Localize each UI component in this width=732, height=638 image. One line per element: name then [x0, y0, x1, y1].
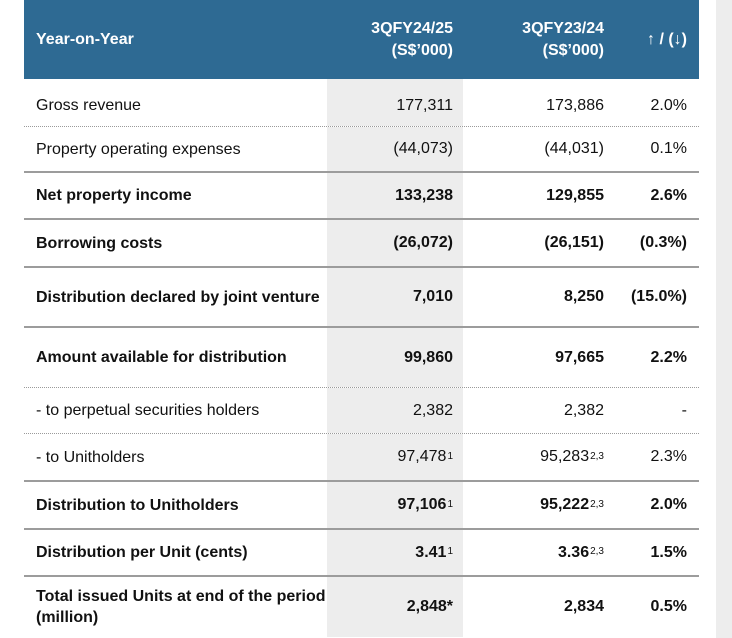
- row-change: 2.2%: [650, 348, 687, 366]
- row-change: 2.0%: [650, 496, 687, 513]
- row-prior: 129,855: [546, 186, 604, 204]
- row-label: Borrowing costs: [36, 234, 163, 252]
- header-label: Year-on-Year: [36, 30, 134, 48]
- year-on-year-table: Year-on-Year 3QFY24/25 (S$’000) 3QFY23/2…: [24, 0, 699, 637]
- row-label: Total issued Units at end of the period …: [36, 588, 326, 626]
- table-row: Property operating expenses (44,073) (44…: [24, 127, 699, 173]
- footnote-ref: 2,3: [590, 450, 604, 462]
- header-prior-line2: (S$’000): [542, 41, 604, 59]
- row-prior: 95,222 2,3: [540, 496, 604, 513]
- row-change: 2.3%: [650, 448, 687, 465]
- row-current: 97,106 1: [327, 482, 463, 528]
- row-label: Distribution per Unit (cents): [36, 544, 248, 561]
- table-row: Distribution to Unitholders 97,106 1 95,2…: [24, 482, 699, 530]
- footnote-ref: 1: [447, 498, 453, 510]
- row-current: 2,382: [327, 388, 463, 433]
- header-current-line1: 3QFY24/25: [371, 19, 453, 37]
- table-row: Gross revenue 177,311 173,886 2.0%: [24, 85, 699, 127]
- row-label: Property operating expenses: [36, 140, 241, 158]
- row-change: 1.5%: [650, 543, 687, 561]
- row-current: 133,238: [327, 173, 463, 218]
- footnote-ref: 2,3: [590, 546, 604, 557]
- row-prior: 8,250: [563, 288, 604, 305]
- header-gap: [24, 79, 699, 85]
- table-row: - to perpetual securities holders 2,382 …: [24, 388, 699, 434]
- header-prior-period: 3QFY23/24 (S$’000): [463, 18, 608, 62]
- row-label: - to perpetual securities holders: [36, 402, 260, 419]
- row-label: - to Unitholders: [36, 448, 145, 466]
- row-prior: (26,151): [544, 234, 604, 251]
- table-row: Net property income 133,238 129,855 2.6%: [24, 173, 699, 220]
- row-change: 0.1%: [650, 140, 687, 157]
- row-label: Distribution to Unitholders: [36, 496, 239, 514]
- row-current: 97,478 1: [327, 434, 463, 480]
- row-change: (0.3%): [639, 234, 687, 251]
- table-row: Borrowing costs (26,072) (26,151) (0.3%): [24, 220, 699, 268]
- header-current-period: 3QFY24/25 (S$’000): [327, 18, 463, 62]
- footnote-ref: 1: [447, 546, 453, 557]
- row-current: (26,072): [327, 220, 463, 266]
- row-label: Gross revenue: [36, 97, 141, 114]
- row-label: Amount available for distribution: [36, 349, 287, 366]
- row-prior: 95,283 2,3: [540, 448, 604, 465]
- row-label: Distribution declared by joint venture: [36, 288, 320, 306]
- row-prior: 3.36 2,3: [557, 543, 604, 561]
- row-change: 0.5%: [650, 598, 687, 615]
- row-change: -: [681, 401, 687, 419]
- header-change: ↑ / (↓): [647, 30, 687, 48]
- table-header: Year-on-Year 3QFY24/25 (S$’000) 3QFY23/2…: [24, 0, 699, 79]
- footnote-ref: 1: [447, 450, 453, 462]
- row-current: 7,010: [327, 268, 463, 326]
- table-row: Distribution per Unit (cents) 3.41 1 3.36…: [24, 530, 699, 577]
- row-prior: 97,665: [555, 348, 604, 366]
- table-row: Amount available for distribution 99,860…: [24, 328, 699, 388]
- row-change: 2.0%: [650, 96, 687, 114]
- row-prior: 2,834: [563, 598, 604, 615]
- footnote-ref: 2,3: [590, 498, 604, 510]
- row-current: (44,073): [327, 127, 463, 171]
- row-current: 99,860: [327, 328, 463, 387]
- row-prior: (44,031): [544, 140, 604, 157]
- row-current: 3.41 1: [327, 530, 463, 575]
- table-row: Total issued Units at end of the period …: [24, 577, 699, 637]
- row-current: 177,311: [327, 85, 463, 126]
- row-prior: 2,382: [563, 401, 604, 419]
- right-margin-bar: [716, 0, 732, 638]
- row-change: 2.6%: [650, 186, 687, 204]
- row-current: 2,848*: [327, 577, 463, 637]
- row-label: Net property income: [36, 187, 192, 204]
- header-prior-line1: 3QFY23/24: [522, 19, 604, 37]
- table-row: - to Unitholders 97,478 1 95,283 2,3 2.3%: [24, 434, 699, 482]
- row-change: (15.0%): [630, 288, 687, 305]
- header-current-line2: (S$’000): [391, 41, 453, 59]
- table-row: Distribution declared by joint venture 7…: [24, 268, 699, 328]
- row-prior: 173,886: [546, 96, 604, 114]
